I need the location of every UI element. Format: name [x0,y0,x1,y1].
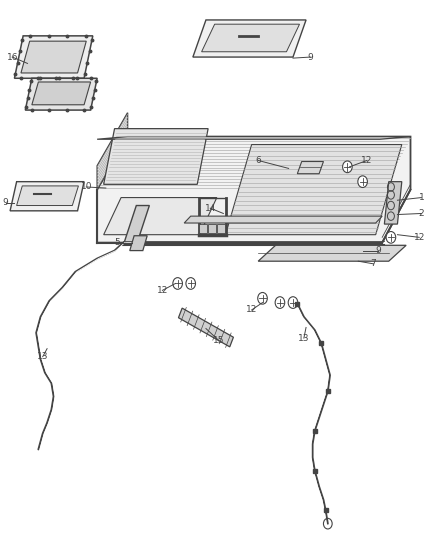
Polygon shape [184,216,382,223]
Text: 13: 13 [298,334,310,343]
Text: 9: 9 [3,198,9,207]
Circle shape [343,161,352,173]
Text: 12: 12 [157,286,168,295]
Polygon shape [130,236,147,251]
Polygon shape [97,113,127,190]
Polygon shape [297,161,323,174]
Polygon shape [25,78,97,110]
Circle shape [358,176,367,188]
Text: 12: 12 [413,233,425,242]
Circle shape [258,293,267,304]
Polygon shape [97,136,410,243]
Text: 12: 12 [246,305,258,314]
Polygon shape [97,136,410,139]
Polygon shape [208,223,216,233]
Text: 9: 9 [307,53,313,62]
Polygon shape [178,308,233,347]
Text: 13: 13 [37,352,49,361]
Circle shape [186,278,195,289]
Text: 5: 5 [114,238,120,247]
Circle shape [288,297,298,309]
Polygon shape [17,186,78,206]
Polygon shape [104,128,208,184]
Polygon shape [217,223,225,233]
Polygon shape [385,182,402,224]
Polygon shape [104,198,217,235]
Text: 12: 12 [361,156,373,165]
Circle shape [173,278,183,289]
Polygon shape [21,41,86,73]
Text: 16: 16 [7,53,18,62]
Circle shape [275,297,285,309]
Polygon shape [201,24,300,52]
Text: 1: 1 [418,193,424,202]
Polygon shape [32,82,91,105]
Text: 15: 15 [213,336,225,345]
Text: 9: 9 [375,246,381,255]
Polygon shape [14,36,93,78]
Polygon shape [193,20,306,57]
Polygon shape [123,206,149,245]
Polygon shape [258,245,406,261]
Text: 6: 6 [255,156,261,165]
Polygon shape [226,144,402,235]
Polygon shape [10,182,84,211]
Text: 14: 14 [205,204,216,213]
Text: 2: 2 [419,209,424,218]
Text: 7: 7 [371,260,376,268]
Text: 10: 10 [81,182,92,191]
Polygon shape [199,223,207,233]
Circle shape [386,231,396,243]
